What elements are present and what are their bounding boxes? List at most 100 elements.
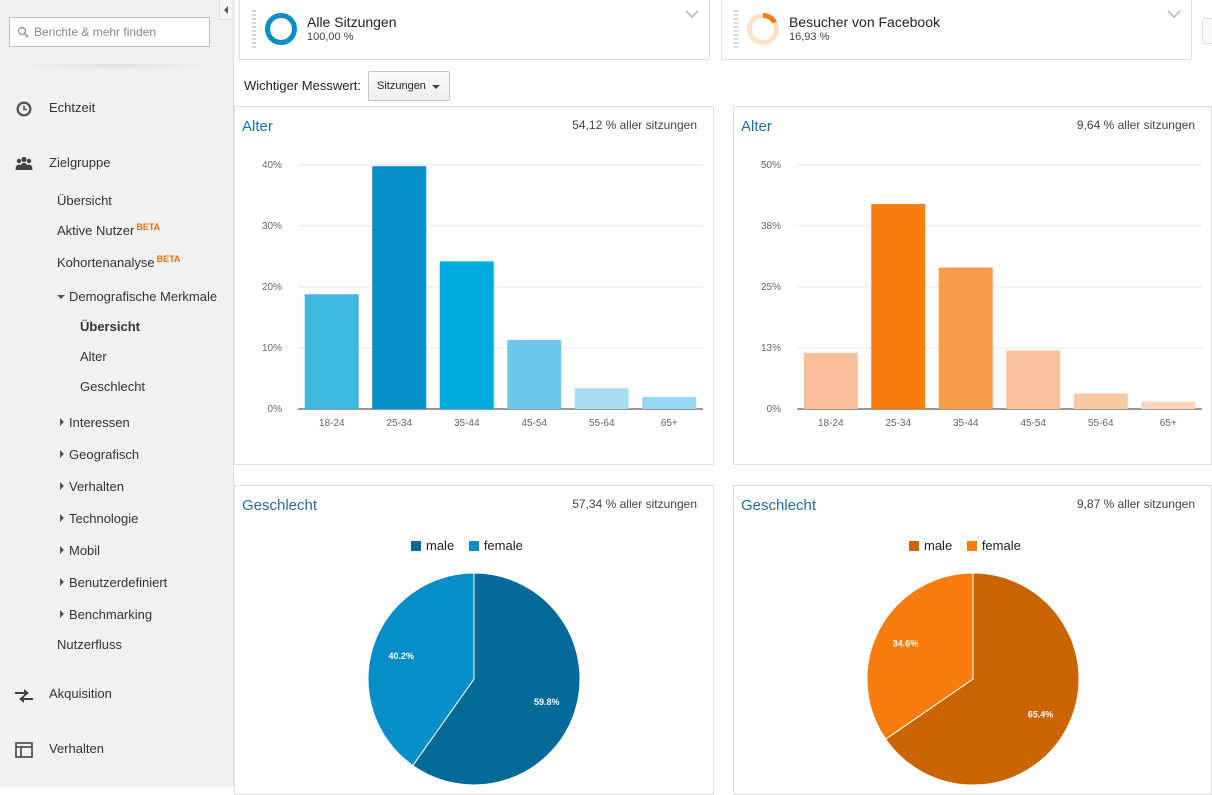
y-tick-label: 10% [262,343,282,354]
drag-handle[interactable] [252,10,256,50]
sidebar-item-aktive-nutzer[interactable]: Aktive Nutzer BETA [57,222,160,238]
legend-swatch [411,541,421,551]
legend-item[interactable]: female [468,538,523,553]
sidebar-item-interessen[interactable]: Interessen [60,415,130,430]
x-tick-label: 35-44 [953,418,979,429]
legend-label: male [924,538,953,553]
sidebar-item-geschlecht[interactable]: Geschlecht [80,379,145,394]
legend-swatch [966,541,977,551]
nav-akquisition-label: Akquisition [49,686,112,701]
y-tick-label: 40% [262,160,282,171]
gender-chart-panel-all: Geschlecht 57,34 % aller sitzungen male … [234,485,714,795]
legend-swatch [468,541,479,551]
bar [304,294,359,409]
sidebar-item-alter[interactable]: Alter [80,349,107,364]
nav-echtzeit[interactable]: Echtzeit [0,93,234,123]
legend-item[interactable]: male [909,538,952,553]
nav-akquisition[interactable]: Akquisition [0,679,234,709]
sidebar-item-label: Geografisch [69,447,140,462]
y-tick-label: 0% [268,404,283,415]
pie-slice-label: 59.8% [534,697,560,707]
panel-stat: 57,34 % aller sitzungen [572,497,697,511]
segment-ring-icon [747,13,779,45]
legend-item[interactable]: male [411,538,454,553]
pie-slice-label: 40.2% [389,651,415,661]
nav-zielgruppe[interactable]: Zielgruppe [0,148,234,178]
metric-label: Wichtiger Messwert: [244,78,362,93]
x-tick-label: 45-54 [1020,418,1046,429]
gender-pie-chart: 65.4% 34.6% [866,572,1080,786]
panel-title: Alter [741,118,772,135]
sidebar-item-label: Übersicht [57,193,112,208]
sidebar-item-geografisch[interactable]: Geografisch [60,447,139,462]
legend-label: female [981,538,1021,553]
arrows-icon [15,689,33,703]
search-placeholder: Berichte & mehr finden [34,25,157,39]
panel-title: Geschlecht [242,497,318,514]
sidebar-item-mobil[interactable]: Mobil [60,543,100,558]
pie-slice [866,572,974,740]
y-tick-label: 20% [262,282,282,293]
legend-swatch [909,541,919,551]
bar [1073,393,1128,409]
segment-title: Besucher von Facebook [789,14,940,30]
metric-dropdown-value: Sitzungen [377,80,426,92]
expand-down-icon [57,295,65,299]
segment-card[interactable]: Besucher von Facebook 16,93 % [721,0,1192,60]
sidebar-item-label: Alter [80,349,107,364]
expand-right-icon [60,418,64,426]
bar [1006,350,1061,409]
sidebar-item-benchmarking[interactable]: Benchmarking [60,607,152,622]
bar [938,267,993,409]
pie-slice-label: 34.6% [893,638,919,648]
sidebar-item-uebersicht[interactable]: Übersicht [57,193,112,208]
search-icon [17,26,29,38]
sidebar-item-label: Benchmarking [69,607,153,622]
legend-item[interactable]: female [966,538,1021,553]
panel-stat: 9,64 % aller sitzungen [1076,118,1195,132]
collapse-sidebar-button[interactable] [219,0,234,20]
sidebar-item-demografische-merkmale[interactable]: Demografische Merkmale [57,289,217,304]
add-segment-tab[interactable] [1202,18,1212,44]
x-tick-label: 65+ [1160,418,1177,429]
metric-dropdown[interactable]: Sitzungen [368,71,450,101]
pie-slice-label: 65.4% [1028,710,1054,720]
drag-handle[interactable] [734,10,738,50]
expand-right-icon [60,450,64,458]
pie-slice [367,572,475,767]
bar [372,166,427,409]
sidebar-item-kohortenanalyse[interactable]: Kohortenanalyse BETA [57,254,180,270]
chevron-down-icon[interactable] [1167,10,1181,19]
sidebar-item-label: Geschlecht [80,379,146,394]
clock-icon [16,101,32,117]
nav-verhalten-label: Verhalten [49,741,104,756]
bar [871,204,926,409]
y-tick-label: 25% [761,282,781,293]
panel-stat: 9,87 % aller sitzungen [1076,497,1195,511]
panel-title: Alter [242,118,273,135]
nav-verhalten[interactable]: Verhalten [0,734,234,764]
x-tick-label: 18-24 [319,418,345,429]
segment-card[interactable]: Alle Sitzungen 100,00 % [239,0,710,60]
sidebar-item-benutzerdefiniert[interactable]: Benutzerdefiniert [60,575,167,590]
panel-stat: 54,12 % aller sitzungen [572,118,697,132]
x-tick-label: 25-34 [885,418,911,429]
legend-label: male [426,538,455,553]
sidebar-item-label: Verhalten [69,479,124,494]
y-tick-label: 30% [262,221,282,232]
search-input[interactable]: Berichte & mehr finden [9,17,210,47]
chart-legend: male female [909,538,1032,553]
gender-chart-panel-facebook: Geschlecht 9,87 % aller sitzungen male f… [733,485,1212,795]
chart-legend: male female [411,538,534,553]
bar [642,396,697,409]
sidebar-item-label: Mobil [69,543,101,558]
sidebar-item-demo-uebersicht[interactable]: Übersicht [80,319,140,334]
expand-right-icon [60,482,64,490]
sidebar-item-label: Kohortenanalyse [57,255,155,270]
segment-percentage: 16,93 % [789,31,830,43]
sidebar-item-technologie[interactable]: Technologie [60,511,138,526]
chevron-down-icon[interactable] [685,10,699,19]
sidebar-item-nutzerfluss[interactable]: Nutzerfluss [57,637,122,652]
sidebar-item-verhalten[interactable]: Verhalten [60,479,124,494]
sidebar-item-label: Übersicht [80,319,140,334]
